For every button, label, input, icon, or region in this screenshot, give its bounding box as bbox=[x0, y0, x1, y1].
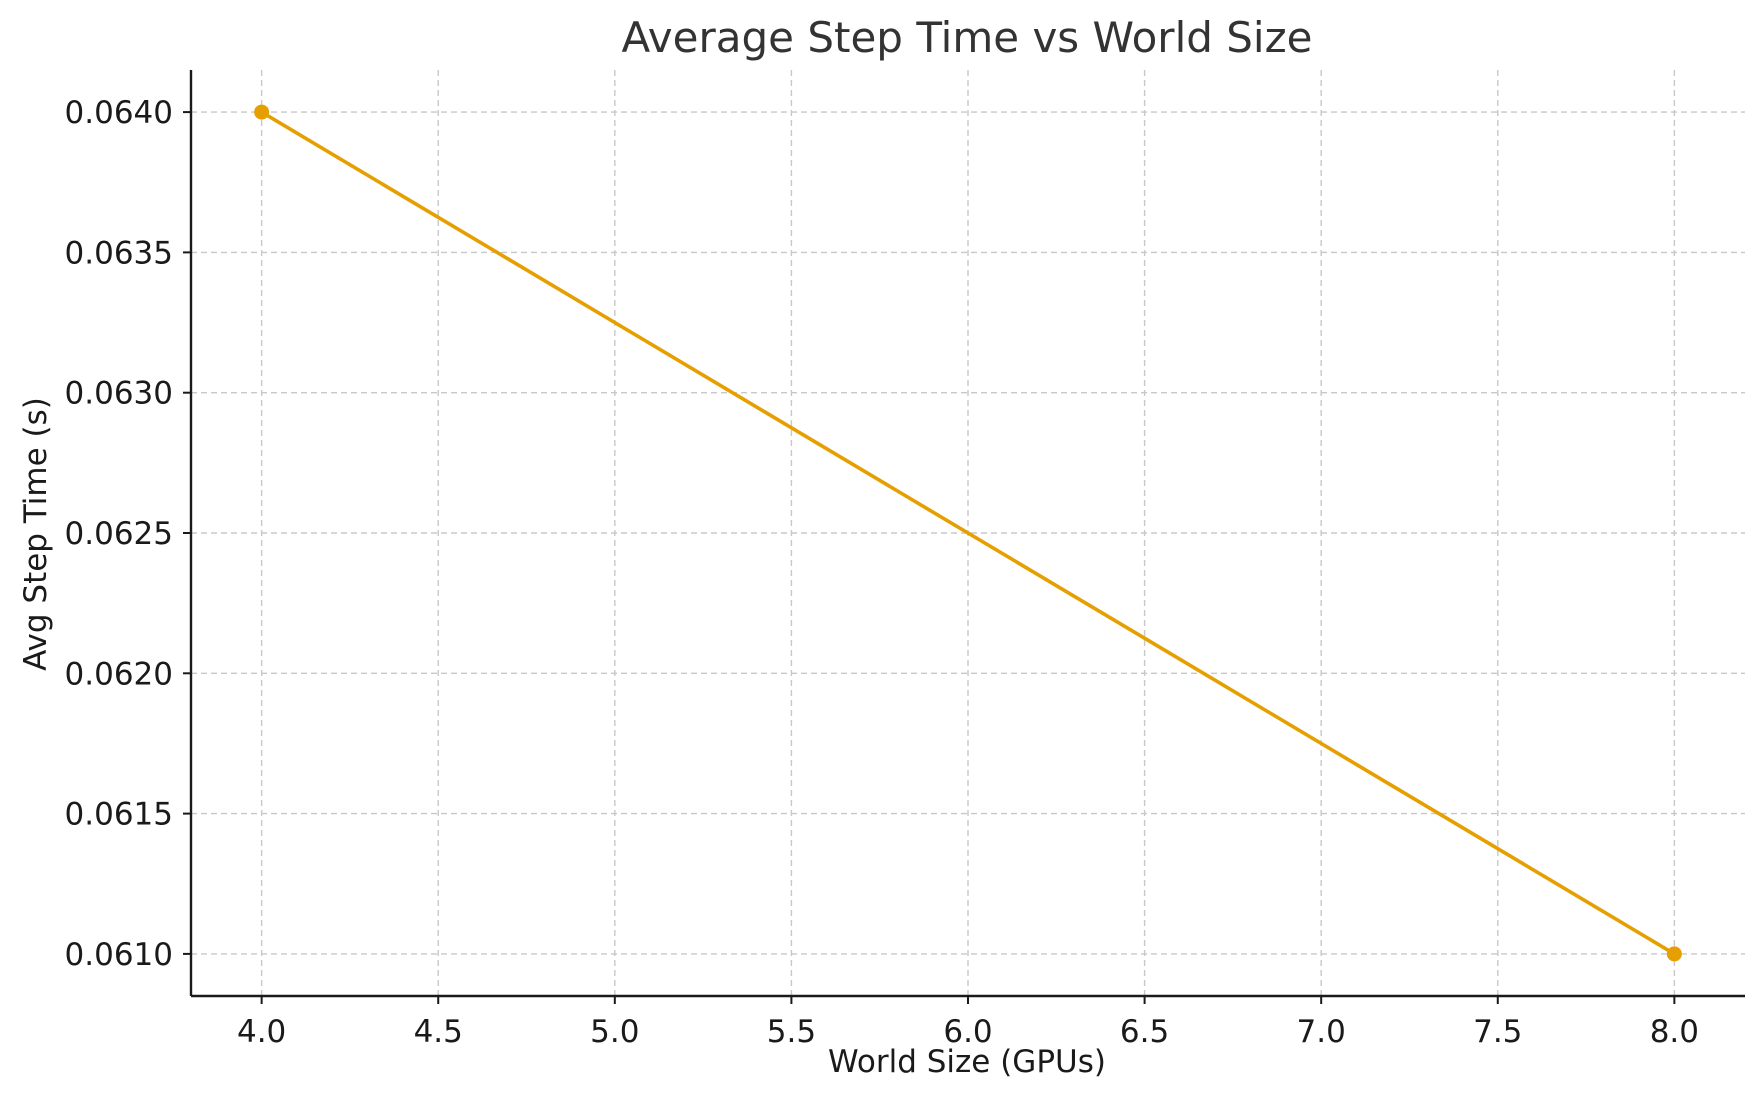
y-tick-label: 0.0620 bbox=[65, 656, 173, 692]
y-tick-label: 0.0635 bbox=[65, 235, 173, 271]
x-tick-label: 8.0 bbox=[1650, 1014, 1699, 1050]
y-tick-labels: 0.0610 0.0615 0.0620 0.0625 0.0630 0.0635 0.06… bbox=[65, 95, 191, 973]
x-tick-labels: 4.0 4.5 5.0 5.5 6.0 6.5 7.0 7.5 8.0 bbox=[237, 996, 1699, 1050]
y-tick-label: 0.0625 bbox=[65, 516, 173, 552]
chart-title: Average Step Time vs World Size bbox=[622, 13, 1313, 62]
y-axis-label: Avg Step Time (s) bbox=[18, 397, 54, 671]
x-tick-label: 7.0 bbox=[1297, 1014, 1346, 1050]
x-tick-label: 6.5 bbox=[1120, 1014, 1169, 1050]
y-tick-label: 0.0640 bbox=[65, 95, 173, 131]
x-tick-label: 5.0 bbox=[590, 1014, 639, 1050]
data-point bbox=[254, 104, 270, 120]
x-tick-label: 6.0 bbox=[943, 1014, 992, 1050]
y-tick-label: 0.0610 bbox=[65, 937, 173, 973]
y-tick-label: 0.0615 bbox=[65, 797, 173, 833]
x-tick-label: 7.5 bbox=[1473, 1014, 1522, 1050]
x-tick-label: 4.5 bbox=[414, 1014, 463, 1050]
data-point bbox=[1666, 946, 1682, 962]
x-tick-label: 4.0 bbox=[237, 1014, 286, 1050]
x-tick-label: 5.5 bbox=[767, 1014, 816, 1050]
x-axis-label: World Size (GPUs) bbox=[828, 1044, 1106, 1080]
series-line bbox=[259, 110, 1677, 956]
y-tick-label: 0.0630 bbox=[65, 376, 173, 412]
data-series bbox=[254, 104, 1682, 962]
